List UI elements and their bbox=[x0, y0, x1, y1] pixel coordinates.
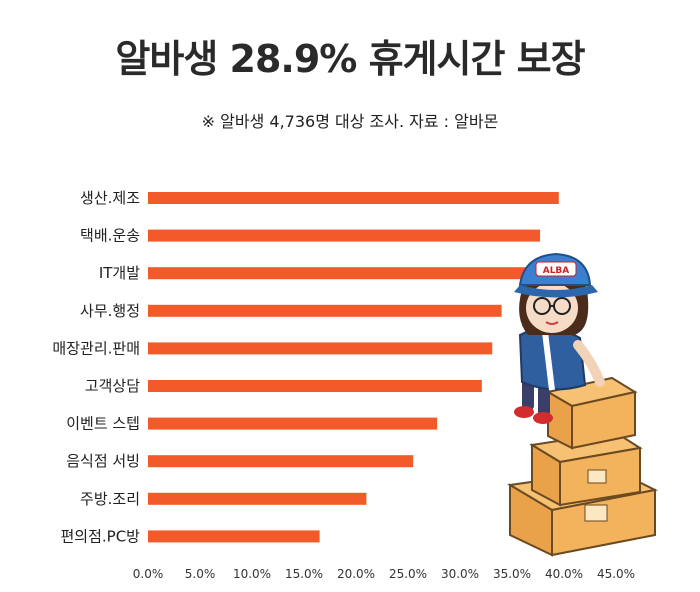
bar-2 bbox=[148, 267, 531, 280]
bars-layer bbox=[148, 192, 559, 543]
x-tick-label: 35.0% bbox=[493, 567, 531, 581]
category-label: 음식점 서빙 bbox=[66, 452, 140, 470]
box-top bbox=[545, 376, 638, 450]
category-label: 매장관리.판매 bbox=[52, 339, 140, 357]
x-tick-label: 20.0% bbox=[337, 567, 375, 581]
bar-4 bbox=[148, 342, 493, 355]
category-label: 택배.운송 bbox=[80, 227, 140, 245]
category-label: 이벤트 스텝 bbox=[66, 415, 140, 433]
category-label: 사무.행정 bbox=[80, 302, 140, 320]
bar-6 bbox=[148, 417, 438, 430]
x-tick-label: 10.0% bbox=[233, 567, 271, 581]
x-axis-ticks: 0.0% 5.0% 10.0% 15.0% 20.0% 25.0% 30.0% 35.0% 40… bbox=[133, 567, 635, 581]
x-tick-label: 40.0% bbox=[545, 567, 583, 581]
bar-1 bbox=[148, 229, 541, 242]
chart-title: 알바생 28.9% 휴게시간 보장 bbox=[115, 37, 585, 81]
bar-5 bbox=[148, 380, 482, 392]
bar-0 bbox=[148, 192, 559, 204]
x-tick-label: 45.0% bbox=[597, 567, 635, 581]
category-label: 편의점.PC방 bbox=[61, 527, 141, 545]
bar-8 bbox=[148, 492, 367, 505]
x-tick-label: 30.0% bbox=[441, 567, 479, 581]
cap-badge-text: ALBA bbox=[543, 266, 570, 276]
category-label: IT개발 bbox=[99, 264, 140, 282]
x-tick-label: 5.0% bbox=[185, 567, 216, 581]
chart-subtitle: ※ 알바생 4,736명 대상 조사. 자료 : 알바몬 bbox=[201, 112, 499, 131]
category-label: 생산.제조 bbox=[80, 189, 140, 207]
category-label: 고객상담 bbox=[85, 377, 140, 395]
bar-7 bbox=[148, 455, 414, 468]
character-on-boxes-illustration: ALBA bbox=[507, 252, 659, 557]
bar-3 bbox=[148, 304, 502, 317]
x-tick-label: 0.0% bbox=[133, 567, 164, 581]
bar-9 bbox=[148, 530, 320, 543]
x-tick-label: 25.0% bbox=[389, 567, 427, 581]
category-label: 주방.조리 bbox=[80, 490, 140, 508]
x-tick-label: 15.0% bbox=[285, 567, 323, 581]
